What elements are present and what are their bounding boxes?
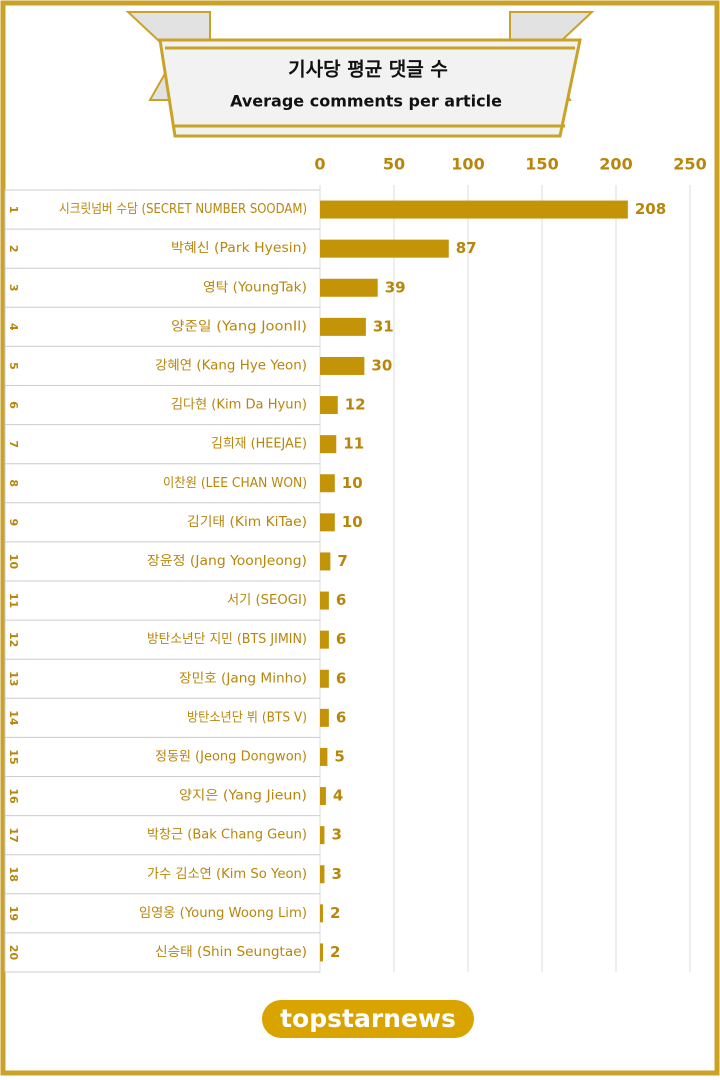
rank-label: 5 bbox=[7, 362, 20, 370]
rank-label: 10 bbox=[7, 554, 20, 570]
rank-label: 18 bbox=[7, 867, 20, 882]
data-label: 39 bbox=[385, 278, 406, 296]
data-label: 2 bbox=[330, 943, 340, 961]
y-tick-label: 이찬원 (LEE CHAN WON) bbox=[163, 476, 307, 491]
data-label: 87 bbox=[456, 239, 477, 257]
bar bbox=[320, 630, 329, 649]
data-label: 10 bbox=[342, 474, 363, 492]
data-label: 6 bbox=[336, 708, 346, 726]
data-label: 6 bbox=[336, 591, 346, 609]
data-label: 3 bbox=[331, 826, 341, 844]
bar bbox=[320, 474, 335, 493]
rank-label: 1 bbox=[7, 206, 20, 214]
y-tick-label: 김희재 (HEEJAE) bbox=[211, 437, 307, 452]
y-tick-label: 방탄소년단 지민 (BTS JIMIN) bbox=[147, 632, 307, 647]
x-tick-label: 0 bbox=[314, 155, 325, 174]
rank-label: 4 bbox=[7, 323, 20, 331]
rank-label: 2 bbox=[7, 245, 20, 253]
data-label: 31 bbox=[373, 317, 394, 335]
bar bbox=[320, 239, 449, 258]
logo-text: topstarnews bbox=[280, 1004, 456, 1033]
data-label: 11 bbox=[343, 435, 364, 453]
bar bbox=[320, 904, 323, 923]
bar bbox=[320, 552, 331, 571]
bar bbox=[320, 747, 328, 766]
rank-label: 19 bbox=[7, 906, 20, 921]
rank-label: 13 bbox=[7, 671, 20, 686]
y-tick-label: 장민호 (Jang Minho) bbox=[179, 671, 307, 686]
rank-label: 20 bbox=[7, 945, 20, 961]
data-label: 30 bbox=[371, 356, 392, 374]
y-tick-label: 신승태 (Shin Seungtae) bbox=[155, 945, 307, 960]
chart-subtitle: Average comments per article bbox=[230, 92, 502, 111]
data-label: 10 bbox=[342, 513, 363, 531]
bar bbox=[320, 943, 323, 962]
y-tick-label: 시크릿넘버 수담 (SECRET NUMBER SOODAM) bbox=[59, 202, 307, 217]
bar bbox=[320, 669, 329, 688]
bar bbox=[320, 317, 366, 336]
y-tick-label: 영탁 (YoungTak) bbox=[203, 280, 307, 295]
rank-label: 3 bbox=[7, 284, 20, 292]
bar bbox=[320, 396, 338, 415]
y-tick-label: 임영웅 (Young Woong Lim) bbox=[139, 906, 307, 921]
bar bbox=[320, 356, 365, 375]
data-label: 208 bbox=[635, 200, 666, 218]
x-tick-label: 200 bbox=[599, 155, 632, 174]
data-label: 5 bbox=[334, 747, 344, 765]
y-tick-label: 장윤정 (Jang YoonJeong) bbox=[147, 554, 307, 569]
y-tick-label: 양준일 (Yang JoonIl) bbox=[171, 319, 307, 334]
rank-label: 12 bbox=[7, 632, 20, 647]
x-tick-label: 150 bbox=[525, 155, 558, 174]
title-banner bbox=[125, 11, 595, 138]
y-tick-label: 정동원 (Jeong Dongwon) bbox=[155, 749, 307, 764]
bar bbox=[320, 591, 329, 610]
rank-label: 7 bbox=[7, 440, 20, 448]
bar bbox=[320, 513, 335, 532]
chart-title: 기사당 평균 댓글 수 bbox=[288, 59, 448, 81]
data-label: 12 bbox=[345, 396, 366, 414]
bar bbox=[320, 278, 378, 297]
y-tick-label: 박창근 (Bak Chang Geun) bbox=[147, 828, 307, 843]
data-label: 6 bbox=[336, 630, 346, 648]
logo: topstarnews bbox=[262, 1000, 474, 1038]
rank-label: 17 bbox=[7, 827, 20, 842]
y-tick-label: 김다현 (Kim Da Hyun) bbox=[171, 398, 307, 413]
bar bbox=[320, 708, 329, 727]
bar bbox=[320, 435, 337, 454]
data-label: 7 bbox=[337, 552, 347, 570]
bar bbox=[320, 826, 325, 845]
y-tick-label: 가수 김소연 (Kim So Yeon) bbox=[147, 867, 307, 882]
bar bbox=[320, 200, 628, 219]
rank-label: 15 bbox=[7, 749, 20, 764]
bar bbox=[320, 865, 325, 884]
data-label: 6 bbox=[336, 669, 346, 687]
x-tick-label: 50 bbox=[383, 155, 405, 174]
rank-label: 9 bbox=[7, 519, 20, 527]
y-tick-label: 양지은 (Yang Jieun) bbox=[179, 789, 307, 804]
y-tick-label: 서기 (SEOGI) bbox=[227, 593, 307, 608]
bar bbox=[320, 787, 326, 806]
data-label: 4 bbox=[333, 787, 343, 805]
y-tick-label: 방탄소년단 뷔 (BTS V) bbox=[187, 710, 307, 725]
y-tick-label: 김기태 (Kim KiTae) bbox=[187, 515, 307, 530]
x-tick-label: 100 bbox=[451, 155, 484, 174]
rank-label: 6 bbox=[7, 401, 20, 409]
y-tick-label: 강혜연 (Kang Hye Yeon) bbox=[155, 358, 307, 373]
rank-label: 16 bbox=[7, 788, 20, 804]
data-label: 3 bbox=[331, 865, 341, 883]
rank-label: 11 bbox=[7, 593, 20, 608]
data-label: 2 bbox=[330, 904, 340, 922]
rank-label: 14 bbox=[7, 710, 20, 726]
x-tick-label: 250 bbox=[673, 155, 706, 174]
rank-label: 8 bbox=[7, 479, 20, 487]
y-tick-label: 박혜신 (Park Hyesin) bbox=[171, 241, 307, 256]
